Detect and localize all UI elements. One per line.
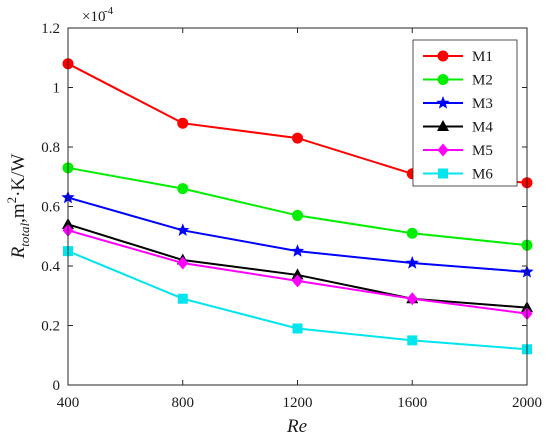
y-multiplier-text: ×10	[82, 9, 105, 25]
legend-label: M6	[472, 167, 493, 183]
y-tick-label: 0.4	[41, 259, 60, 275]
y-label-unit: ,m	[8, 203, 29, 223]
legend-item-m5: M5	[423, 143, 493, 159]
data-point-m2-1	[177, 183, 189, 195]
y-tick-label: 0	[53, 378, 61, 394]
legend-marker	[437, 74, 449, 85]
x-tick-label: 2000	[512, 395, 542, 411]
legend-box	[412, 39, 518, 187]
legend-item-m2: M2	[423, 73, 493, 89]
data-point-m5-2	[292, 274, 303, 288]
legend-item-m6: M6	[423, 167, 493, 183]
y-axis-label: Rtotal,m2·K/W	[4, 154, 32, 260]
data-point-m1-2	[292, 132, 303, 144]
data-point-m5-1	[177, 256, 189, 270]
x-tick-label: 800	[172, 395, 195, 411]
data-point-m6-2	[292, 323, 303, 334]
x-tick-label: 1200	[283, 395, 313, 411]
legend-label: M2	[472, 73, 493, 89]
y-axis-multiplier: ×10 -4	[82, 5, 114, 25]
axis-ticks: 400 800 1200 1600 2000 0 0.2 0.4 0.6 0.8 1 1.2	[41, 21, 542, 411]
y-tick-label: 0.8	[41, 140, 60, 156]
data-point-m6-3	[407, 335, 418, 346]
y-label-subscript: total	[17, 223, 32, 247]
data-point-m6-1	[177, 293, 188, 304]
legend-marker	[437, 50, 449, 62]
y-multiplier-exponent: -4	[104, 5, 114, 17]
legend-label: M1	[472, 49, 493, 65]
data-point-m3-2	[290, 244, 305, 257]
legend-label: M3	[472, 96, 493, 112]
y-tick-label: 0.6	[41, 200, 60, 216]
legend-marker	[436, 96, 450, 109]
legend-item-m4: M4	[423, 120, 493, 136]
legend-item-m1: M1	[423, 49, 493, 65]
y-tick-label: 1.2	[41, 21, 60, 37]
legend: M1 M2 M3 M4 M5 M6	[412, 39, 518, 187]
data-point-m3-3	[405, 256, 419, 269]
legend-label: M5	[472, 143, 493, 159]
legend-item-m3: M3	[423, 96, 493, 112]
data-point-m2-2	[292, 209, 303, 221]
data-point-m2-3	[406, 227, 418, 239]
x-axis-label: Re	[286, 416, 307, 437]
y-tick-label: 1	[53, 81, 61, 97]
legend-marker	[438, 168, 448, 179]
legend-label: M4	[472, 120, 493, 136]
y-label-unit-rest: ·K/W	[8, 154, 29, 197]
data-point-m1-1	[177, 117, 189, 129]
x-tick-label: 1600	[397, 395, 427, 411]
data-point-m5-3	[406, 292, 418, 306]
data-point-m3-1	[176, 223, 190, 236]
legend-marker	[437, 143, 449, 157]
data-point-m4-2	[291, 268, 304, 280]
legend-marker	[437, 120, 449, 131]
y-label-symbol: R	[8, 246, 29, 259]
x-tick-label: 400	[57, 395, 80, 411]
y-tick-label: 0.2	[41, 319, 60, 335]
y-label-unit-superscript: 2	[4, 197, 19, 204]
